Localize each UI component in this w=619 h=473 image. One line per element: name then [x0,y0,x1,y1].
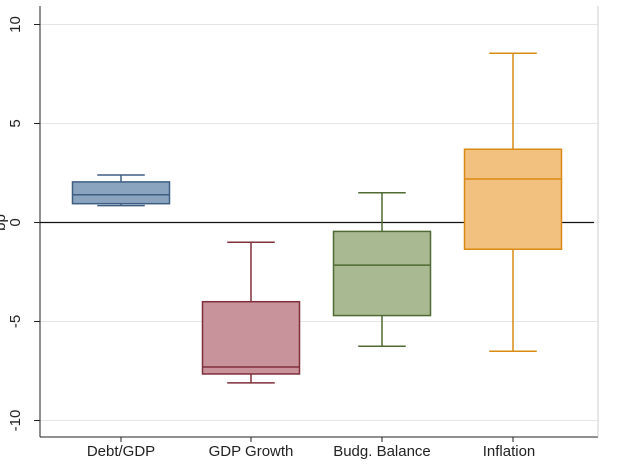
iqr-box [463,148,563,250]
box-budg-balance [332,192,432,347]
box-gdp-growth [201,241,301,384]
box-inflation [463,52,563,352]
y-tick-label: -5 [7,315,24,328]
iqr-box [71,181,171,205]
x-tick-label: Debt/GDP [87,443,155,460]
iqr-box [332,230,432,317]
y-tick-label: -10 [7,410,24,432]
y-tick-label: 0 [7,218,24,226]
y-axis-ticks: -10 -5 0 5 10 [7,16,40,431]
plot-frame [39,6,599,438]
boxes [71,52,563,384]
y-tick-label: 10 [7,16,24,33]
y-tick-label: 5 [7,119,24,127]
x-axis-labels: Debt/GDP GDP Growth Budg. Balance Inflation [87,437,535,460]
iqr-box [201,300,301,375]
x-tick-label: GDP Growth [209,443,294,460]
x-tick-label: Budg. Balance [333,443,431,460]
box-debt-gdp [71,174,171,207]
y-axis-label: bp [0,214,9,231]
x-tick-label: Inflation [483,443,536,460]
